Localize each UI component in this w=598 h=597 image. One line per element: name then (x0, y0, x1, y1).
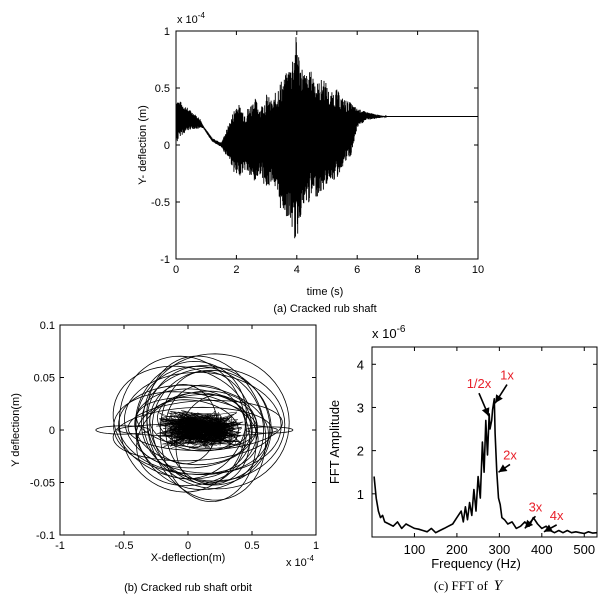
y-deflection-trace (175, 37, 478, 239)
orbit-loop (134, 388, 252, 466)
orbit-loop (112, 406, 273, 462)
time-series-x-tick-label: 4 (294, 264, 300, 276)
orbit-y-tick-label: -0.05 (30, 478, 55, 490)
harmonic-label: 4x (550, 508, 564, 523)
orbit-y-tick-label: 0 (49, 425, 55, 437)
orbit-loop (151, 369, 272, 486)
time-series-x-tick-label: 8 (415, 264, 421, 276)
orbit-caption: (b) Cracked rub shaft orbit (124, 582, 252, 594)
orbit-x-tick-label: 1 (313, 540, 319, 552)
harmonic-label: 1/2x (467, 376, 492, 391)
orbit-loop (140, 367, 286, 482)
orbit-scale-label: x 10-4 (286, 554, 314, 569)
orbit-loop (136, 397, 258, 449)
fft-y-tick-label: 4 (357, 357, 364, 372)
time-series-y-tick-label: -1 (160, 254, 170, 266)
orbit-x-tick-label: -1 (55, 540, 65, 552)
fft-ticks: 100 200 300 400 500 1 2 3 4 (357, 347, 597, 557)
fft-harmonic-annotations: 1/2x 1x 2x 3x 4x (467, 368, 564, 533)
fft-x-tick-label: 500 (573, 542, 595, 557)
orbit-y-tick-label: 0.1 (40, 320, 55, 332)
fft-amplitude-line (373, 398, 598, 535)
fft-y-tick-label: 3 (357, 400, 364, 415)
time-series-scale-label: x 10-4 (177, 11, 205, 26)
orbit-y-tick-label: -0.1 (36, 530, 55, 542)
y-deflection-signal (175, 37, 478, 239)
orbit-dense-core (156, 409, 248, 450)
orbit-y-tick-label: 0.05 (34, 373, 55, 385)
orbit-tail-loop (245, 426, 294, 434)
orbit-loop (113, 391, 259, 475)
fft-y-tick-label: 2 (357, 444, 364, 459)
orbit-loop (149, 399, 239, 452)
time-series-caption: (a) Cracked rub shaft (273, 303, 376, 315)
orbit-x-tick-label: 0.5 (244, 540, 259, 552)
orbit-loop (146, 355, 267, 501)
time-series-x-tick-label: 0 (173, 264, 179, 276)
fft-scale-label: x 10-6 (372, 324, 406, 341)
annotation-arrow-head (495, 394, 503, 404)
fft-x-tick-label: 300 (489, 542, 511, 557)
annotation-arrow-head (498, 464, 508, 473)
fft-spectrum (373, 398, 598, 535)
time-series-x-tick-label: 10 (472, 264, 484, 276)
fft-caption: (c) FFT of Y (434, 578, 504, 594)
time-series-y-label: Y- deflection (m) (137, 105, 149, 185)
orbit-y-label: Y deflection(m) (10, 393, 22, 467)
time-series-y-tick-label: 0.5 (155, 83, 170, 95)
fft-x-tick-label: 400 (531, 542, 553, 557)
fft-x-tick-label: 100 (404, 542, 426, 557)
time-series-x-tick-label: 2 (233, 264, 239, 276)
time-series-y-tick-label: 1 (164, 26, 170, 38)
time-series-x-tick-label: 6 (354, 264, 360, 276)
orbit-tail-loop (95, 425, 150, 435)
orbit-loop (157, 392, 251, 451)
orbit-loop (112, 365, 253, 480)
orbit-loop (159, 370, 257, 503)
orbit-loop (134, 360, 247, 480)
orbit-x-tick-label: 0 (185, 540, 191, 552)
orbit-x-tick-label: -0.5 (115, 540, 134, 552)
time-series-panel: 0 2 4 6 8 10 -1 -0.5 0 0.5 1 x 10-4 time (s) Y- de… (137, 11, 484, 315)
time-series-ticks: 0 2 4 6 8 10 -1 -0.5 0 0.5 1 (151, 26, 484, 276)
time-series-y-tick-label: 0 (164, 140, 170, 152)
orbit-panel: -1 -0.5 0 0.5 1 -0.1 -0.05 0 0.05 0.1 x 10-4 X-de… (10, 320, 319, 594)
orbit-ticks: -1 -0.5 0 0.5 1 -0.1 -0.05 0 0.05 0.1 (30, 320, 319, 552)
time-series-x-label: time (s) (307, 286, 344, 298)
annotation-arrow-head (524, 519, 534, 529)
harmonic-label: 2x (503, 447, 517, 462)
orbit-loop (142, 353, 290, 490)
fft-axes-box (371, 346, 598, 538)
harmonic-label: 1x (500, 368, 514, 383)
time-series-y-tick-label: -0.5 (151, 197, 170, 209)
orbit-loop (136, 390, 259, 487)
fft-y-label: FFT Amplitude (327, 400, 342, 484)
fft-y-tick-label: 1 (357, 487, 364, 502)
orbit-loop (124, 372, 282, 474)
harmonic-label: 3x (529, 499, 543, 514)
fft-x-tick-label: 200 (446, 542, 468, 557)
fft-x-label: Frequency (Hz) (431, 556, 521, 571)
annotation-arrow-head (543, 524, 553, 532)
annotation-arrow-head (481, 407, 490, 417)
orbit-x-label: X-deflection(m) (151, 552, 226, 564)
orbit-trajectory (95, 353, 294, 503)
